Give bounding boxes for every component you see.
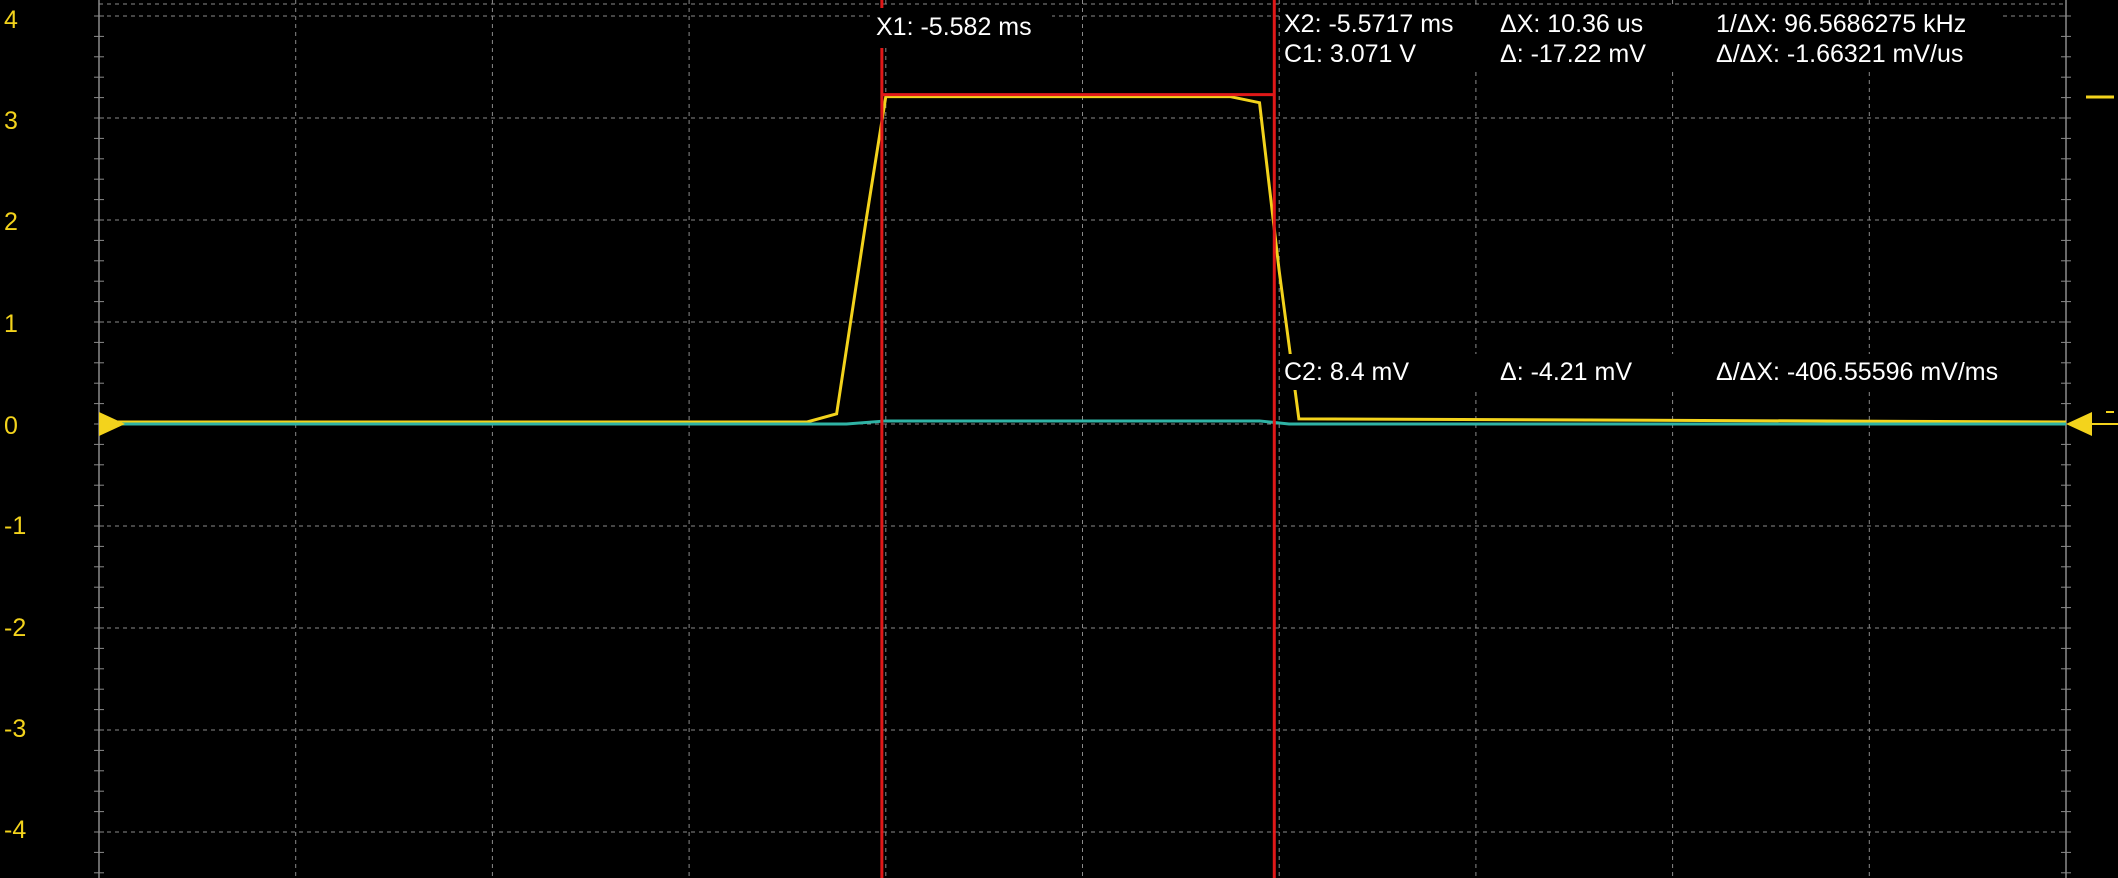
y-tick-label: 3 xyxy=(4,107,18,135)
channel2-readout-panel xyxy=(1280,354,2060,390)
channel2-slope-readout: Δ/ΔX: -406.55596 mV/ms xyxy=(1716,358,1999,386)
channel2-delta-readout: Δ: -4.21 mV xyxy=(1500,358,1633,386)
y-tick-label: -2 xyxy=(4,614,27,642)
y-tick-label: 4 xyxy=(4,6,18,34)
y-tick-label: 2 xyxy=(4,208,18,236)
cursor-x2-readout: X2: -5.5717 ms xyxy=(1284,10,1454,38)
channel1-slope-readout: Δ/ΔX: -1.66321 mV/us xyxy=(1716,40,1964,68)
cursor-readout-panel xyxy=(1280,6,2000,72)
cursor-inv-dx-readout: 1/ΔX: 96.5686275 kHz xyxy=(1716,10,1967,38)
channel1-cursor-readout: C1: 3.071 V xyxy=(1284,40,1417,68)
channel2-cursor-readout: C2: 8.4 mV xyxy=(1284,358,1410,386)
channel1-trace xyxy=(99,95,2067,424)
y-tick-label: -4 xyxy=(4,816,27,844)
channel2-trace xyxy=(99,419,2066,426)
cursor-x1-readout-box xyxy=(870,8,1052,48)
y-tick-label: -1 xyxy=(4,512,27,540)
channel1-ground-marker xyxy=(99,412,125,436)
channel1-delta-readout: Δ: -17.22 mV xyxy=(1500,40,1646,68)
channel1-ground-marker-right xyxy=(2066,412,2092,436)
cursor-x1-readout: X1: -5.582 ms xyxy=(876,13,1032,41)
cursor-dx-readout: ΔX: 10.36 us xyxy=(1500,10,1644,38)
y-tick-label: -3 xyxy=(4,715,27,743)
y-tick-label: 1 xyxy=(4,310,18,338)
y-tick-label: 0 xyxy=(4,412,18,440)
